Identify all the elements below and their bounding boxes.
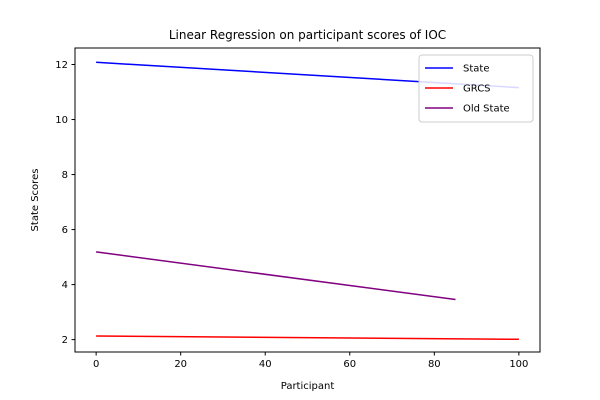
- legend-label-2: Old State: [463, 104, 510, 115]
- x-tick-label-0: 0: [93, 359, 99, 370]
- x-tick-label-2: 40: [259, 359, 272, 370]
- y-axis: 2 4 6 8 10 12: [55, 60, 75, 346]
- x-axis-label: Participant: [281, 381, 335, 392]
- x-axis: 0 20 40 60 80 100: [93, 352, 528, 370]
- y-tick-label-3: 8: [62, 170, 68, 181]
- y-axis-label: State Scores: [30, 169, 41, 232]
- y-tick-label-5: 12: [55, 60, 68, 71]
- series-line-1: [96, 335, 519, 341]
- x-tick-label-1: 20: [174, 359, 187, 370]
- series-line-2: [96, 251, 456, 301]
- y-tick-label-0: 2: [62, 335, 68, 346]
- chart-title: Linear Regression on participant scores …: [169, 28, 446, 42]
- plot-area-frame: [74, 47, 541, 353]
- y-tick-label-2: 6: [62, 225, 68, 236]
- x-tick-label-3: 60: [343, 359, 356, 370]
- legend-box: [418, 54, 534, 123]
- x-tick-label-5: 100: [509, 359, 528, 370]
- x-tick-label-4: 80: [428, 359, 441, 370]
- y-tick-label-4: 10: [55, 115, 68, 126]
- legend-label-0: State: [463, 64, 489, 75]
- legend: State GRCS Old State: [418, 54, 534, 123]
- legend-label-1: GRCS: [463, 84, 491, 95]
- y-tick-label-1: 4: [62, 280, 68, 291]
